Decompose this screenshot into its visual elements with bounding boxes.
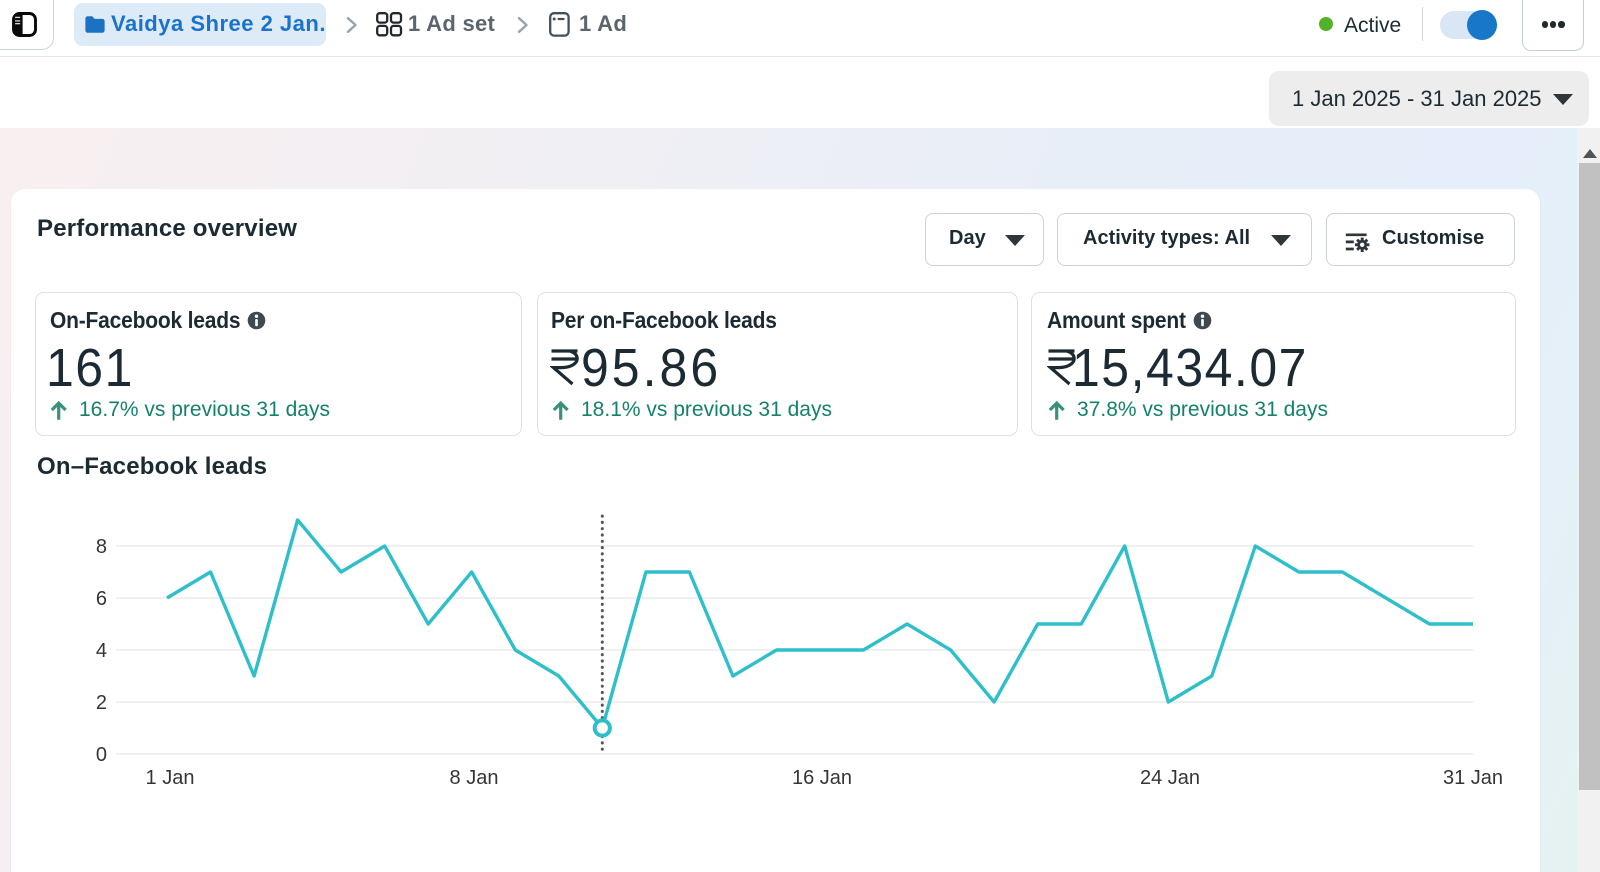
svg-text:6: 6 (96, 588, 107, 610)
svg-text:2: 2 (96, 692, 107, 714)
svg-text:8 Jan: 8 Jan (450, 767, 499, 789)
svg-text:4: 4 (96, 640, 107, 662)
svg-text:24 Jan: 24 Jan (1140, 767, 1200, 789)
svg-text:31 Jan: 31 Jan (1443, 767, 1503, 789)
svg-text:8: 8 (96, 536, 107, 558)
svg-text:16 Jan: 16 Jan (792, 767, 852, 789)
svg-text:0: 0 (96, 744, 107, 766)
svg-text:1 Jan: 1 Jan (146, 767, 195, 789)
